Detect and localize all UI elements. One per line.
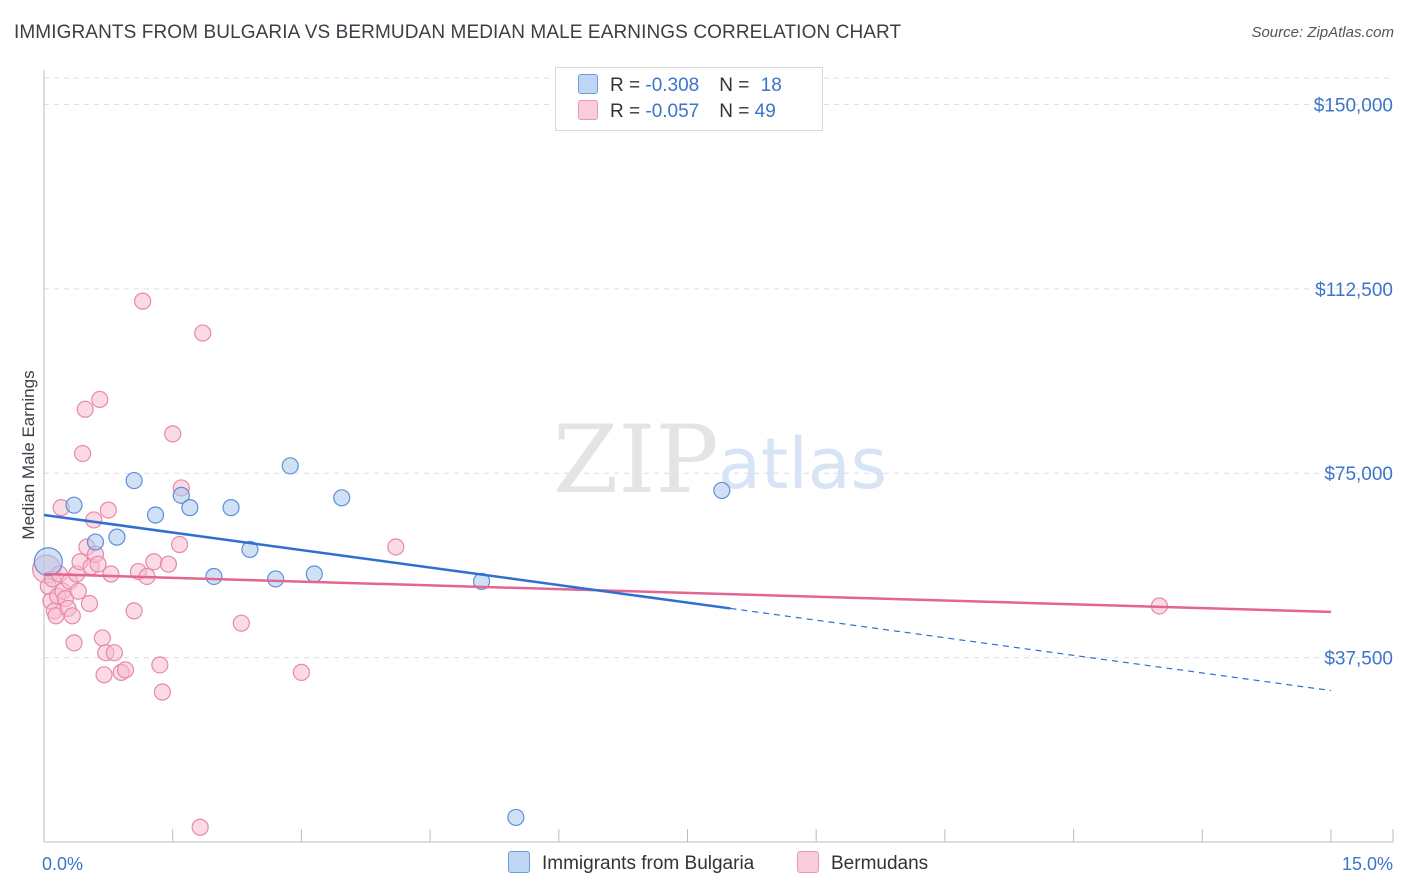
bottom-legend-swatch-blue — [508, 851, 530, 873]
bulgaria-point — [333, 489, 351, 507]
bermudans-point — [99, 501, 117, 519]
y-axis-label: Median Male Earnings — [19, 370, 38, 539]
bottom-legend-bulgaria: Immigrants from Bulgaria — [508, 851, 754, 875]
bulgaria-points — [33, 457, 731, 827]
source-label: Source: ZipAtlas.com — [1251, 24, 1394, 41]
bermudans-point — [91, 390, 109, 409]
legend-r-label: R = — [610, 101, 646, 122]
legend-n-value: 49 — [754, 101, 776, 122]
bermudans-point — [145, 553, 163, 571]
bermudans-point — [105, 644, 123, 662]
bulgaria-point — [33, 547, 63, 577]
bermudans-point — [159, 555, 178, 573]
y-tick-label: $37,500 — [1324, 649, 1393, 670]
y-tick-label: $112,500 — [1315, 280, 1393, 301]
bermudans-points — [31, 292, 1169, 836]
bermudans-trend-line — [43, 572, 1332, 614]
legend-swatch-pink — [578, 100, 598, 120]
x-tick-max: 15.0% — [1342, 854, 1393, 874]
legend-swatch-blue — [578, 74, 598, 94]
bermudans-point — [89, 555, 107, 573]
bottom-legend-label: Immigrants from Bulgaria — [542, 853, 755, 874]
bulgaria-point — [65, 496, 83, 514]
bermudans-point — [170, 535, 189, 554]
legend-row-bulgaria: R = -0.308 N = 18 — [578, 74, 782, 100]
bulgaria-point — [305, 565, 323, 583]
chart-title: IMMIGRANTS FROM BULGARIA VS BERMUDAN MED… — [14, 22, 902, 43]
bermudans-point — [164, 425, 182, 443]
bermudans-point — [125, 602, 143, 620]
bermudans-point — [151, 656, 169, 674]
legend-n-label: N = — [719, 101, 755, 122]
bulgaria-point — [108, 528, 126, 546]
bulgaria-point — [713, 481, 731, 500]
bermudans-point — [93, 629, 111, 647]
legend-row-bermudans: R = -0.057 N = 49 — [578, 100, 776, 126]
bottom-legend-swatch-pink — [797, 851, 819, 873]
trend-lines — [43, 513, 1332, 692]
bulgaria-point — [205, 567, 223, 586]
bermudans-point — [74, 444, 92, 463]
bulgaria-point — [281, 457, 299, 475]
legend-n-label: N = — [719, 75, 755, 96]
legend-n-value: 18 — [760, 75, 782, 96]
x-tick-min: 0.0% — [42, 854, 83, 874]
bermudans-point — [80, 594, 99, 613]
bermudans-point — [194, 324, 212, 342]
watermark: ZIP atlas — [553, 406, 887, 515]
grid-lines — [44, 77, 1393, 659]
bulgaria-trend-extension — [730, 607, 1332, 692]
watermark-atlas: atlas — [718, 423, 887, 505]
bulgaria-point — [267, 570, 285, 588]
axes — [43, 70, 1394, 843]
y-tick-labels: $37,500 $75,000 $112,500 $150,000 — [1314, 95, 1393, 669]
bulgaria-point — [181, 499, 199, 517]
legend-r-value: -0.057 — [645, 101, 700, 122]
bermudans-point — [292, 663, 310, 681]
legend-r-value: -0.308 — [645, 75, 700, 96]
bermudans-point — [95, 666, 113, 684]
bermudans-point — [63, 607, 81, 625]
bermudans-point — [116, 661, 135, 679]
bulgaria-point — [241, 540, 259, 559]
bermudans-point — [232, 614, 250, 632]
bottom-legend-label: Bermudans — [831, 853, 929, 874]
stats-legend: R = -0.308 N = 18 R = -0.057 N = 49 — [555, 67, 823, 131]
bermudans-point — [69, 582, 87, 600]
y-tick-label: $150,000 — [1314, 95, 1393, 116]
bermudans-point — [65, 634, 83, 652]
bulgaria-point — [222, 499, 240, 517]
bottom-legend-bermudans: Bermudans — [797, 851, 928, 875]
legend-r-label: R = — [610, 75, 646, 96]
y-tick-label: $75,000 — [1324, 464, 1393, 485]
bulgaria-point — [172, 486, 190, 504]
bermudans-point — [153, 683, 172, 701]
bermudans-point — [387, 538, 405, 556]
bulgaria-point — [125, 471, 143, 490]
bermudans-point — [102, 565, 120, 583]
bulgaria-trend-line — [43, 513, 731, 610]
bulgaria-point — [86, 533, 105, 551]
bermudans-point — [76, 400, 94, 418]
watermark-zip: ZIP — [553, 406, 719, 515]
bermudans-point — [134, 292, 152, 310]
bulgaria-point — [507, 808, 525, 827]
bulgaria-point — [146, 506, 165, 524]
bermudans-point — [191, 818, 209, 836]
